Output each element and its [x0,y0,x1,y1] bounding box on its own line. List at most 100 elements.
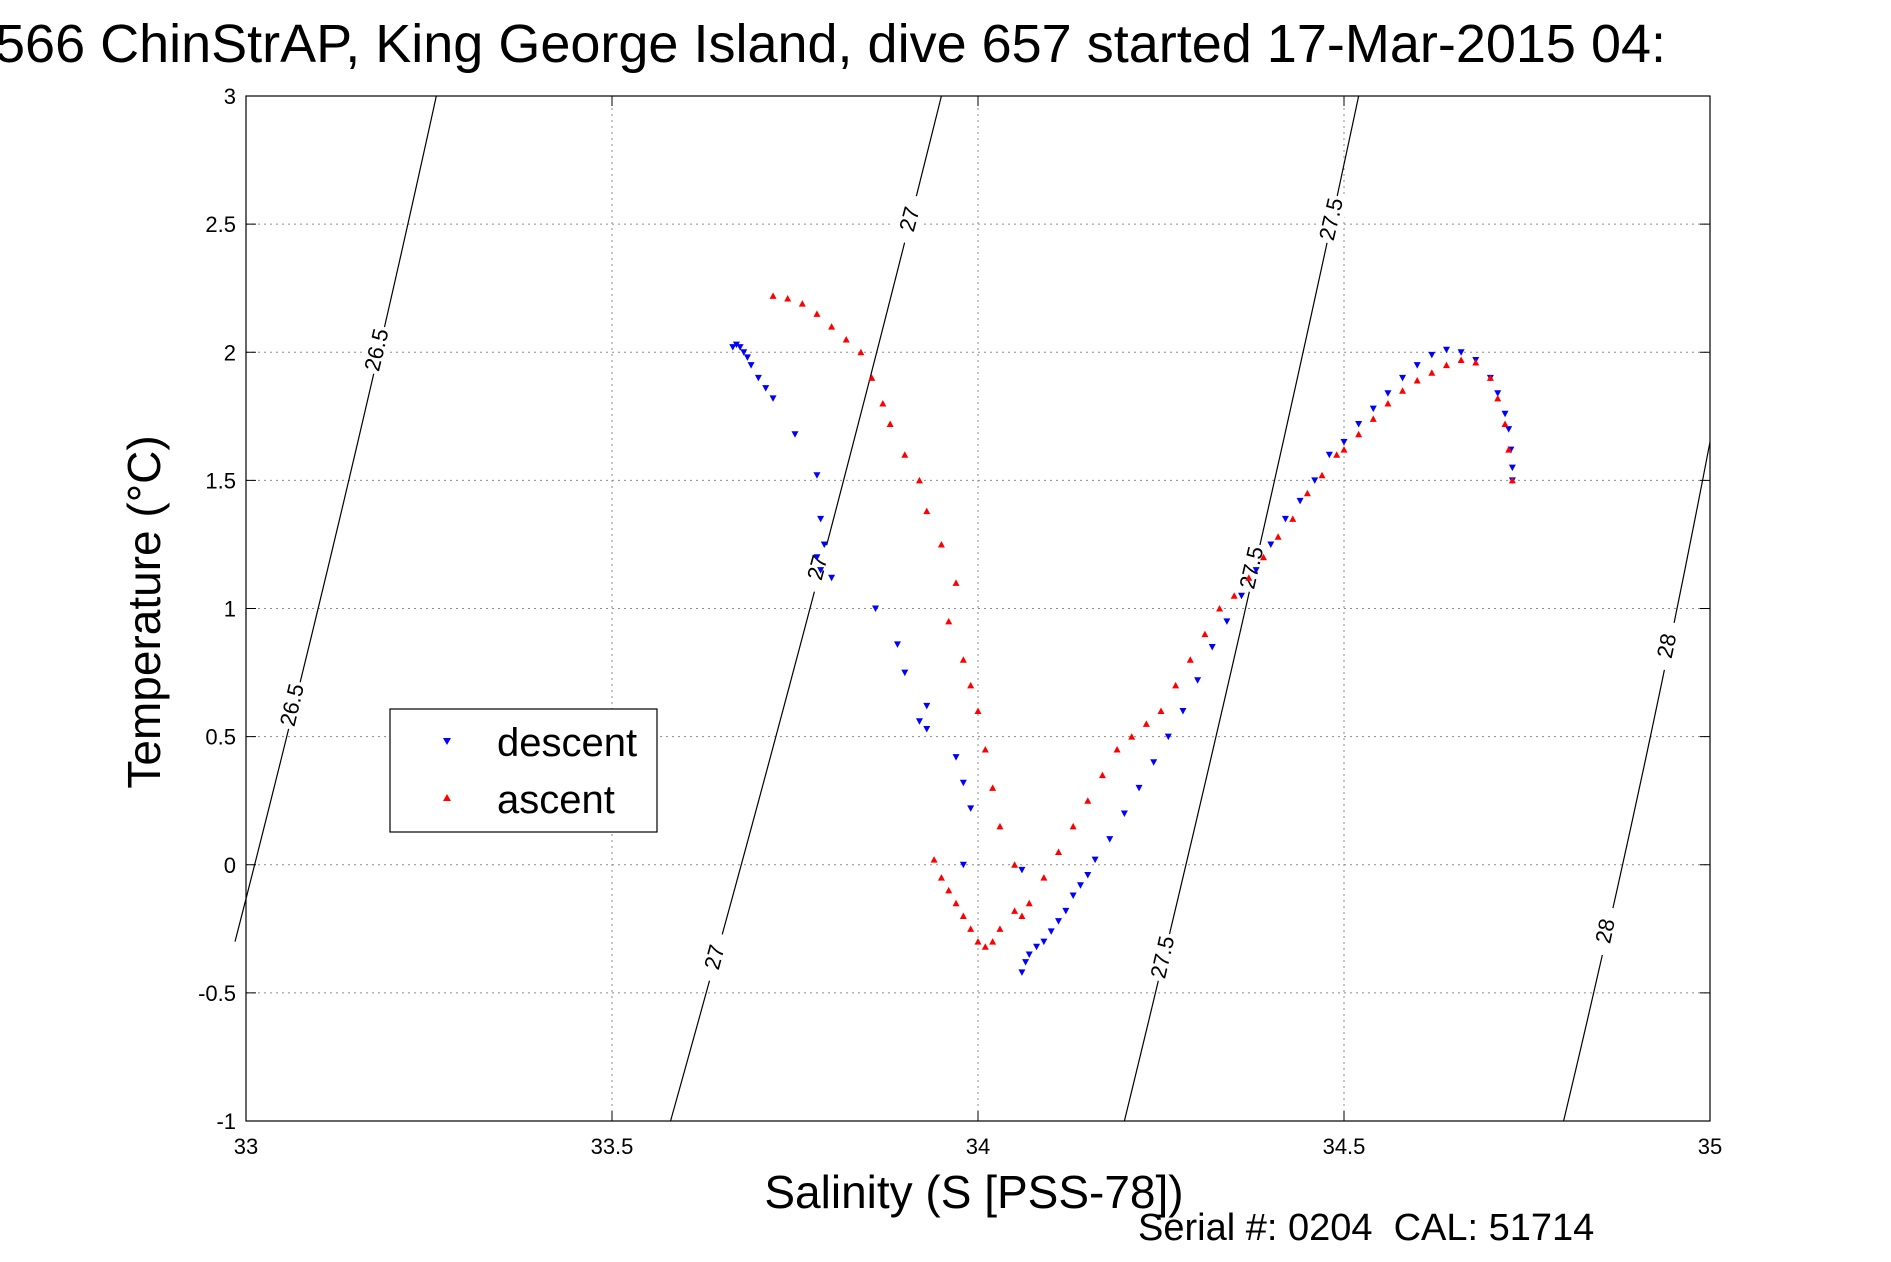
x-axis-label: Salinity (S [PSS-78]) [764,1166,1183,1218]
ascent-point [1369,415,1377,422]
ascent-point [868,374,876,381]
ascent-point [945,617,953,625]
ascent-point [1011,861,1019,868]
contour-label-mask [1648,619,1684,672]
ascent-point [967,681,975,689]
y-tick-label: 0.5 [205,725,236,750]
ascent-point [937,874,945,881]
ascent-point [1413,376,1421,384]
ascent-point [1245,574,1253,581]
descent-point [762,385,770,392]
ascent-point [1084,797,1092,804]
y-tick-label: 1.5 [205,468,236,493]
descent-point [1076,882,1084,889]
ascent-point [769,292,777,299]
ascent-point [1186,656,1194,663]
ascent-point [974,938,982,945]
descent-point [828,574,836,582]
ascent-point [857,348,865,356]
ascent-point [1128,733,1136,740]
descent-point [736,344,744,351]
x-tick-label: 34 [966,1134,990,1159]
ascent-point [842,335,850,343]
ascent-point [930,856,938,863]
contour-label-mask [1232,541,1269,594]
contour-line [234,95,437,942]
contour-label-mask [357,323,395,377]
ascent-point [952,899,960,907]
descent-point [1296,497,1304,505]
ascent-point [828,323,836,330]
chart-title: 566 ChinStrAP, King George Island, dive … [0,14,1666,74]
ascent-point [1069,822,1077,830]
descent-point [1428,351,1436,359]
y-tick-label: 3 [224,84,236,109]
ascent-point [1399,387,1407,394]
descent-point [743,354,751,361]
descent-point [813,554,821,561]
descent-point [1442,346,1450,354]
x-tick-label: 34.5 [1323,1134,1366,1159]
descent-point [872,605,880,612]
x-axis-ticks: 33 33.5 34 34.5 35 [234,96,1722,1159]
descent-point [1120,810,1128,817]
descent-point [923,702,931,710]
legend-label-descent: descent [497,721,637,765]
ascent-point [879,400,887,407]
ascent-point [1384,400,1392,407]
descent-point [1238,592,1246,600]
descent-point [1413,362,1421,369]
ascent-point [1505,446,1513,453]
descent-point [1084,872,1092,879]
ascent-point [901,451,909,458]
descent-point [893,641,901,648]
ascent-point [1486,374,1494,381]
ascent-point [1318,471,1326,479]
contour-label-mask [1586,904,1623,958]
ascent-point [1508,476,1516,484]
descent-point [791,431,799,438]
ascent-point [959,912,967,919]
ascent-point [967,925,975,932]
descent-point [1062,907,1070,915]
descent-point [1164,733,1172,741]
descent-point [813,472,821,479]
descent-point [1194,677,1202,684]
descent-point [1150,759,1158,766]
serial-cal-footer: Serial #: 0204 CAL: 51714 [1138,1207,1594,1249]
descent-point [1399,374,1407,382]
ascent-point [1040,874,1048,881]
ascent-point [1157,707,1165,714]
descent-point [1055,918,1063,925]
legend-marker-ascent [443,794,451,801]
contour-label: 28 [1590,916,1620,945]
ascent-point [813,310,821,317]
descent-point [915,718,923,725]
descent-point [1501,410,1509,418]
descent-point [967,805,975,812]
ascent-point [1274,533,1282,540]
ascent-point [1457,356,1465,363]
ascent-point [1025,899,1033,907]
descent-point [959,861,967,869]
descent-point [1494,390,1502,397]
y-axis-label: Temperature (°C) [118,435,170,788]
descent-point [740,349,748,356]
ascent-series [769,292,1516,950]
contour-line [1563,441,1711,1122]
ascent-point [1340,446,1348,453]
y-tick-label: 2 [224,340,236,365]
ascent-point [981,943,989,950]
legend-label-ascent: ascent [497,778,615,822]
ascent-point [1018,912,1026,919]
descent-point [732,341,740,349]
descent-point [754,374,762,382]
x-tick-label: 35 [1698,1134,1722,1159]
ascent-point [989,784,997,791]
ascent-point [1303,489,1311,497]
ascent-point [798,300,806,307]
descent-point [1018,969,1026,976]
descent-point [1040,938,1048,946]
ascent-point [1501,420,1509,427]
descent-point [952,754,960,761]
